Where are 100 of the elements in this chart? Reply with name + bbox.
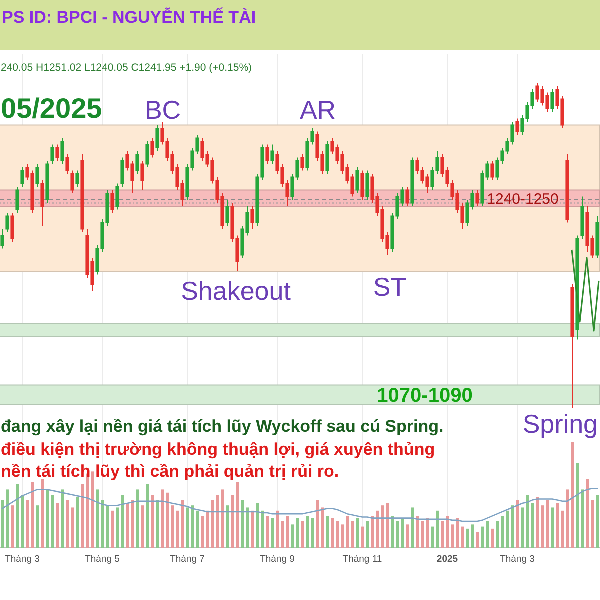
candlestick	[50, 144, 54, 165]
bar	[576, 463, 579, 548]
bar	[521, 508, 524, 548]
candlestick	[596, 216, 600, 259]
bar	[511, 506, 514, 548]
text: Spring	[522, 409, 598, 439]
bar	[261, 510, 264, 548]
x-tick-label: 2025	[436, 554, 459, 565]
bar	[596, 495, 599, 548]
bar	[436, 510, 439, 548]
bar	[191, 506, 194, 548]
candlestick	[300, 154, 304, 172]
bar	[391, 516, 394, 548]
bar	[326, 516, 329, 548]
bar	[31, 482, 34, 548]
chart-title: 05/2025	[1, 93, 102, 124]
bar	[226, 506, 229, 548]
bar	[41, 479, 44, 548]
x-tick-label: Tháng 7	[170, 554, 205, 565]
bar	[76, 497, 79, 548]
bar	[381, 506, 384, 548]
candlestick	[16, 186, 20, 214]
bar	[121, 495, 124, 548]
bar	[406, 524, 409, 548]
candlestick	[66, 154, 70, 174]
candlestick	[10, 212, 14, 243]
bar	[586, 479, 589, 548]
bar	[306, 516, 309, 548]
candlestick	[20, 167, 24, 188]
bar	[106, 506, 109, 548]
candlestick	[76, 170, 80, 188]
bar	[81, 484, 84, 548]
bar	[321, 508, 324, 548]
bar	[506, 510, 509, 548]
bar	[221, 490, 224, 548]
bar	[16, 484, 19, 548]
candlestick	[250, 206, 254, 230]
bar	[196, 510, 199, 548]
bar	[296, 518, 299, 548]
bar	[366, 522, 369, 548]
candlestick	[360, 170, 364, 200]
candlestick	[140, 160, 144, 191]
bar	[96, 490, 99, 548]
bar	[46, 490, 49, 548]
bar	[476, 532, 479, 548]
bar	[131, 500, 134, 548]
bar	[416, 516, 419, 548]
bar	[581, 490, 584, 548]
bar	[56, 503, 59, 548]
candlestick	[110, 190, 114, 214]
bar	[216, 495, 219, 548]
candlestick	[36, 164, 40, 188]
bar	[251, 510, 254, 548]
bar	[481, 526, 484, 548]
annotation: BC	[144, 95, 182, 125]
bar	[111, 510, 114, 548]
bar	[376, 510, 379, 548]
bar	[151, 495, 154, 548]
bar	[141, 506, 144, 548]
candlestick	[566, 154, 570, 224]
bar	[556, 503, 559, 548]
bar	[281, 522, 284, 548]
bar	[91, 472, 94, 548]
bar	[246, 508, 249, 548]
bar	[236, 482, 239, 548]
bar	[571, 442, 574, 548]
bar	[541, 506, 544, 548]
bar	[411, 508, 414, 548]
bar	[336, 522, 339, 548]
candlestick	[550, 89, 554, 113]
bar	[516, 500, 519, 548]
bar	[21, 495, 24, 548]
candlestick	[40, 180, 44, 226]
candlestick	[46, 160, 50, 204]
band-label: 1070-1090	[377, 385, 473, 408]
bar	[206, 510, 209, 548]
bar	[201, 516, 204, 548]
bar	[271, 518, 274, 548]
bar	[291, 524, 294, 548]
bar	[536, 497, 539, 548]
candlestick	[366, 170, 370, 200]
bar	[346, 516, 349, 548]
bar	[446, 516, 449, 548]
candlestick	[266, 144, 270, 165]
bar	[421, 522, 424, 548]
bar	[431, 526, 434, 548]
bar	[266, 516, 269, 548]
text: đang xây lại nền giá tái tích lũy Wyckoff sau cú Spring.	[1, 417, 444, 436]
candlestick	[136, 150, 140, 174]
bar	[66, 500, 69, 548]
bar	[351, 522, 354, 548]
candlestick	[156, 124, 160, 152]
bar	[566, 490, 569, 548]
bar	[256, 503, 259, 548]
bar	[231, 495, 234, 548]
candlestick	[476, 190, 480, 207]
candlestick	[326, 141, 330, 174]
annotation: Shakeout	[181, 276, 292, 306]
candlestick	[490, 160, 494, 181]
x-tick-label: Tháng 3	[5, 554, 40, 565]
